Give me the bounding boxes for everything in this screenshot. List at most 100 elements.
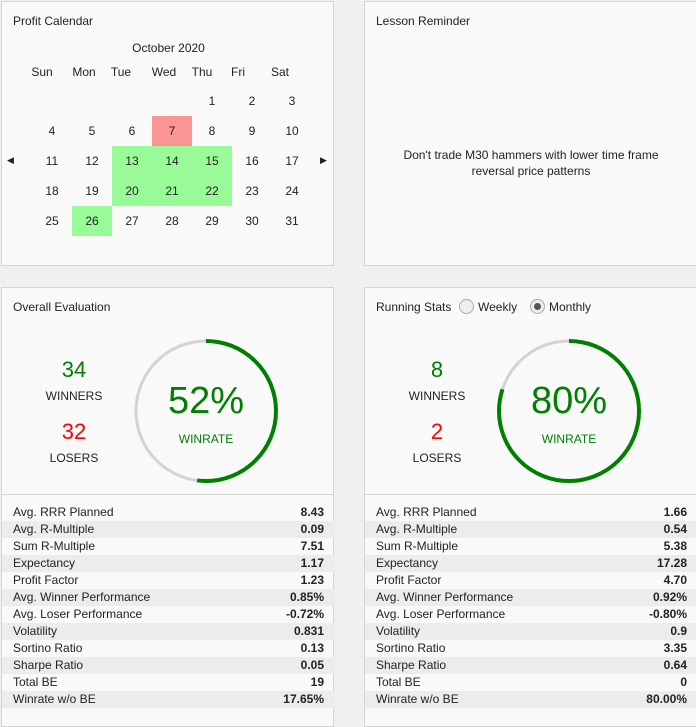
stat-value: 1.17 [300,556,324,570]
weekly-radio[interactable]: Weekly [459,299,517,314]
losers-count: 32 [61,419,87,444]
stats-row: Avg. Loser Performance -0.80% [365,606,696,623]
stat-label: Winrate w/o BE [376,692,459,706]
stat-value: 0.92% [652,590,687,604]
stat-value: 0.9 [670,624,687,638]
stat-label: Avg. Loser Performance [376,607,506,621]
radio-icon[interactable] [459,299,474,314]
running-stats-panel: Running Stats Weekly Monthly 8 WINNERS 2… [364,287,696,727]
winners-label: WINNERS [45,389,103,403]
calendar-day[interactable]: 1 [208,94,216,108]
calendar-day[interactable]: 4 [48,124,56,138]
stat-label: Sum R-Multiple [13,539,96,553]
stat-value: -0.72% [285,607,324,621]
calendar-day[interactable]: 26 [72,206,112,236]
calendar-day[interactable]: 30 [245,214,259,228]
calendar-day[interactable]: 11 [45,154,59,168]
calendar-day[interactable]: 14 [152,146,192,176]
lesson-text: Don't trade M30 hammers with lower time … [365,147,696,179]
calendar-day[interactable]: 19 [85,184,99,198]
calendar-month-label: October 2020 [132,41,205,55]
stat-label: Avg. Winner Performance [376,590,514,604]
stat-value: 3.35 [663,641,687,655]
calendar-day[interactable]: 28 [165,214,179,228]
stat-label: Winrate w/o BE [13,692,96,706]
stat-value: -0.80% [648,607,687,621]
stats-row: Sharpe Ratio 0.64 [365,657,696,674]
winrate-label: WINRATE [541,432,597,446]
stat-value: 0.831 [293,624,324,638]
winners-count: 34 [61,357,87,382]
weekday-header: Sun [31,65,53,79]
calendar-day[interactable]: 5 [88,124,96,138]
stat-label: Sortino Ratio [13,641,83,655]
lesson-line: reversal price patterns [471,164,591,178]
stat-value: 4.70 [663,573,687,587]
stats-row: Profit Factor 1.23 [2,572,335,589]
stat-value: 0.64 [663,658,687,672]
calendar-day[interactable]: 22 [192,176,232,206]
calendar-day[interactable]: 2 [248,94,256,108]
next-month-arrow-icon[interactable]: ▶ [320,155,327,165]
stat-value: 17.28 [656,556,687,570]
prev-month-arrow-icon[interactable]: ◀ [7,155,14,165]
calendar-day[interactable]: 25 [45,214,59,228]
stat-value: 0.54 [663,522,687,536]
stats-row: Avg. RRR Planned 8.43 [2,504,335,521]
stats-row: Avg. RRR Planned 1.66 [365,504,696,521]
stat-label: Avg. R-Multiple [376,522,458,536]
calendar-day[interactable]: 13 [112,146,152,176]
calendar-day[interactable]: 16 [245,154,259,168]
stat-value: 17.65% [283,692,324,706]
calendar-day[interactable]: 7 [152,116,192,146]
winrate-ring [497,339,641,483]
calendar-day[interactable]: 31 [285,214,299,228]
stats-row: Profit Factor 4.70 [365,572,696,589]
calendar-day[interactable]: 15 [192,146,232,176]
stat-value: 0.09 [300,522,324,536]
stat-label: Sharpe Ratio [376,658,447,672]
stats-row: Total BE 0 [365,674,696,691]
radio-selected-icon[interactable] [530,299,545,314]
calendar-day[interactable]: 6 [128,124,136,138]
monthly-radio[interactable]: Monthly [530,299,591,314]
stats-row: Total BE 19 [2,674,335,691]
weekday-header: Fri [231,65,245,79]
calendar-day[interactable]: 3 [288,94,296,108]
calendar-day[interactable]: 10 [285,124,299,138]
calendar-day[interactable]: 21 [152,176,192,206]
winrate-percent: 52% [167,380,245,422]
calendar-day[interactable]: 23 [245,184,259,198]
profit-calendar-panel: Profit Calendar October 2020 Sun Mon Tue We… [1,1,334,266]
stat-value: 1.23 [300,573,324,587]
calendar-day[interactable]: 9 [248,124,256,138]
stat-label: Expectancy [376,556,439,570]
panel-title: Overall Evaluation [13,300,111,314]
panel-title: Running Stats [376,300,452,314]
overall-evaluation-panel: Overall Evaluation 34 WINNERS 32 LOSERS … [1,287,335,727]
stats-row: Expectancy 1.17 [2,555,335,572]
winrate-ring [134,339,278,483]
calendar-day[interactable]: 17 [285,154,299,168]
stat-label: Total BE [13,675,58,689]
calendar-day[interactable]: 12 [85,154,99,168]
stat-value: 0 [680,675,687,689]
calendar-day[interactable]: 27 [125,214,139,228]
calendar-day[interactable]: 8 [208,124,216,138]
winners-count: 8 [430,357,444,382]
stats-row: Sortino Ratio 3.35 [365,640,696,657]
calendar-day[interactable]: 18 [45,184,59,198]
stat-label: Sharpe Ratio [13,658,84,672]
calendar-day[interactable]: 24 [285,184,299,198]
stats-table: Avg. RRR Planned 8.43 Avg. R-Multiple 0.09 S… [2,504,335,708]
ring-progress [497,339,641,483]
losers-label: LOSERS [49,451,99,465]
calendar-day[interactable]: 20 [112,176,152,206]
stats-row: Avg. R-Multiple 0.54 [365,521,696,538]
calendar-day[interactable]: 29 [205,214,219,228]
stat-value: 8.43 [300,505,324,519]
stats-row: Winrate w/o BE 80.00% [365,691,696,708]
stat-label: Avg. R-Multiple [13,522,95,536]
stat-label: Volatility [376,624,421,638]
stat-label: Avg. RRR Planned [376,505,477,519]
